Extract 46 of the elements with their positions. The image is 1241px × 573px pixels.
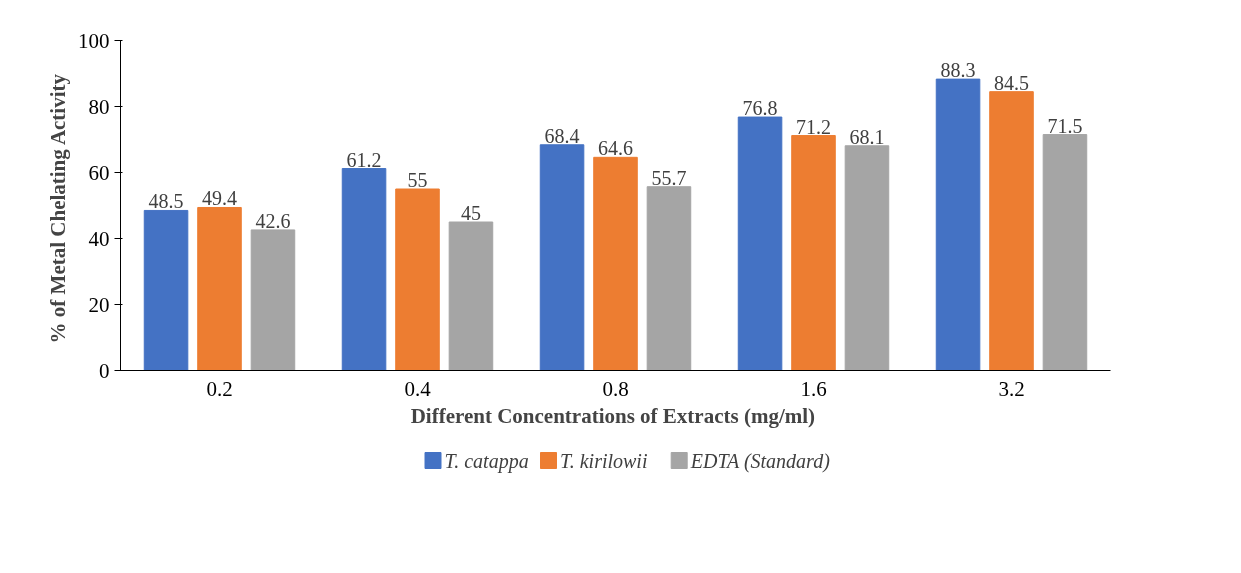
y-tick-label: 80 xyxy=(88,94,110,119)
legend-label: T. kirilowii xyxy=(560,449,648,472)
y-tick-label: 100 xyxy=(78,28,110,53)
bar xyxy=(1042,134,1088,371)
legend-label: T. catappa xyxy=(444,449,529,473)
y-tick-label: 40 xyxy=(88,226,110,251)
legend-label: EDTA (Standard) xyxy=(689,449,831,473)
x-axis-title: Different Concentrations of Extracts (mg/ml) xyxy=(410,403,816,428)
bar xyxy=(844,145,890,371)
bar xyxy=(395,188,440,371)
data-label: 68.4 xyxy=(544,124,580,147)
x-tick-label: 0.4 xyxy=(404,376,432,401)
bar xyxy=(539,144,585,371)
x-tick-label: 0.2 xyxy=(206,376,233,401)
y-axis-title: % of Metal Chelating Activity xyxy=(46,73,70,344)
bar xyxy=(341,168,387,371)
bar xyxy=(989,91,1034,371)
data-label: 76.8 xyxy=(742,97,778,120)
bar xyxy=(737,116,783,371)
x-tick-label: 3.2 xyxy=(998,376,1025,401)
data-label: 71.5 xyxy=(1047,114,1083,137)
x-tick-label: 0.8 xyxy=(602,376,629,401)
data-label: 49.4 xyxy=(202,187,237,210)
y-tick-label: 20 xyxy=(88,292,110,317)
bar xyxy=(250,229,296,371)
bar xyxy=(646,186,692,371)
bar xyxy=(143,209,189,371)
data-label: 68.1 xyxy=(849,125,885,148)
data-label: 71.2 xyxy=(796,115,831,138)
bar xyxy=(791,135,836,371)
data-label: 45 xyxy=(460,202,481,224)
bar xyxy=(593,156,638,371)
data-label: 42.6 xyxy=(255,209,291,232)
y-tick-label: 60 xyxy=(88,160,110,185)
bar xyxy=(935,78,981,371)
data-label: 55 xyxy=(407,169,428,191)
data-label: 88.3 xyxy=(940,59,976,82)
data-label: 55.7 xyxy=(651,166,687,189)
data-label: 64.6 xyxy=(598,137,633,160)
data-label: 84.5 xyxy=(994,71,1029,94)
data-label: 48.5 xyxy=(148,190,184,213)
x-tick-label: 1.6 xyxy=(800,376,827,401)
y-tick-label: 0 xyxy=(99,358,110,383)
bar xyxy=(197,206,242,371)
bar xyxy=(448,221,494,371)
data-label: 61.2 xyxy=(346,148,382,171)
